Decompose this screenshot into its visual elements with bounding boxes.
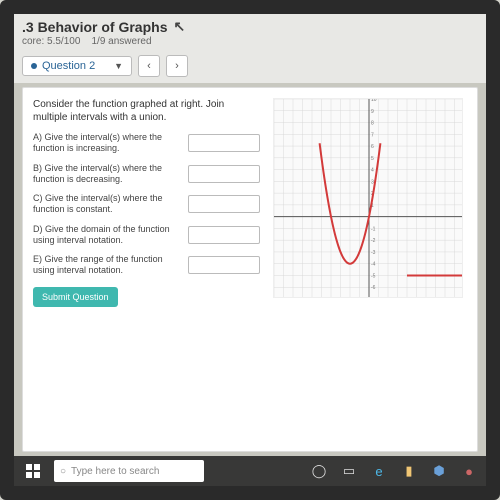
part-b-row: B) Give the interval(s) where the functi… xyxy=(33,163,260,186)
part-d-row: D) Give the domain of the function using… xyxy=(33,224,260,247)
question-nav: Question 2 ▼ ‹ › xyxy=(14,49,486,83)
svg-text:7: 7 xyxy=(371,132,374,138)
score-row: core: 5.5/100 1/9 answered xyxy=(22,36,478,47)
question-card: Consider the function graphed at right. … xyxy=(22,87,478,452)
part-c-row: C) Give the interval(s) where the functi… xyxy=(33,193,260,216)
edge-icon[interactable]: e xyxy=(368,460,390,482)
part-a-row: A) Give the interval(s) where the functi… xyxy=(33,132,260,155)
chevron-left-icon: ‹ xyxy=(147,60,151,72)
part-e-row: E) Give the range of the function using … xyxy=(33,254,260,277)
assignment-header: .3 Behavior of Graphs ↖ core: 5.5/100 1/… xyxy=(14,14,486,49)
svg-text:-1: -1 xyxy=(371,226,376,232)
part-d-label: D) Give the domain of the function using… xyxy=(33,224,182,247)
function-graph: 10987654321-1-2-3-4-5-6 xyxy=(273,98,463,298)
part-a-input[interactable] xyxy=(188,134,260,152)
question-text-column: Consider the function graphed at right. … xyxy=(33,98,260,441)
next-question-button[interactable]: › xyxy=(166,55,188,77)
score-label: core: 5.5/100 xyxy=(22,36,80,47)
part-e-label: E) Give the range of the function using … xyxy=(33,254,182,277)
svg-text:-3: -3 xyxy=(371,250,376,256)
windows-taskbar: ○ Type here to search ◯ ▭ e ▮ ⬢ ● xyxy=(14,456,486,486)
status-dot-icon xyxy=(31,63,37,69)
question-intro: Consider the function graphed at right. … xyxy=(33,98,260,124)
part-e-input[interactable] xyxy=(188,256,260,274)
app-icon[interactable]: ● xyxy=(458,460,480,482)
taskbar-search[interactable]: ○ Type here to search xyxy=(54,460,204,482)
prev-question-button[interactable]: ‹ xyxy=(138,55,160,77)
svg-text:3: 3 xyxy=(371,179,374,185)
question-label: Question 2 xyxy=(42,60,95,72)
part-a-label: A) Give the interval(s) where the functi… xyxy=(33,132,182,155)
cortana-icon[interactable]: ◯ xyxy=(308,460,330,482)
part-b-input[interactable] xyxy=(188,165,260,183)
svg-text:4: 4 xyxy=(371,168,374,174)
chevron-down-icon: ▼ xyxy=(114,61,123,71)
start-button[interactable] xyxy=(20,458,46,484)
svg-text:-4: -4 xyxy=(371,262,376,268)
part-b-label: B) Give the interval(s) where the functi… xyxy=(33,163,182,186)
svg-text:-2: -2 xyxy=(371,238,376,244)
svg-text:6: 6 xyxy=(371,144,374,150)
submit-button[interactable]: Submit Question xyxy=(33,287,118,307)
progress-label: 1/9 answered xyxy=(92,36,152,47)
store-icon[interactable]: ⬢ xyxy=(428,460,450,482)
chevron-right-icon: › xyxy=(175,60,179,72)
svg-text:9: 9 xyxy=(371,109,374,115)
task-view-icon[interactable]: ▭ xyxy=(338,460,360,482)
search-placeholder: Type here to search xyxy=(71,466,159,477)
part-c-label: C) Give the interval(s) where the functi… xyxy=(33,193,182,216)
question-dropdown[interactable]: Question 2 ▼ xyxy=(22,56,132,76)
cursor-icon: ↖ xyxy=(173,18,185,35)
search-icon: ○ xyxy=(60,466,66,477)
svg-text:8: 8 xyxy=(371,121,374,127)
part-c-input[interactable] xyxy=(188,195,260,213)
svg-text:-5: -5 xyxy=(371,273,376,279)
windows-icon xyxy=(26,464,40,478)
part-d-input[interactable] xyxy=(188,226,260,244)
graph-column: 10987654321-1-2-3-4-5-6 xyxy=(270,98,467,441)
page-title: .3 Behavior of Graphs ↖ xyxy=(22,18,478,35)
explorer-icon[interactable]: ▮ xyxy=(398,460,420,482)
svg-text:5: 5 xyxy=(371,156,374,162)
svg-text:10: 10 xyxy=(371,98,377,103)
svg-text:-6: -6 xyxy=(371,285,376,291)
title-text: .3 Behavior of Graphs xyxy=(22,19,167,35)
